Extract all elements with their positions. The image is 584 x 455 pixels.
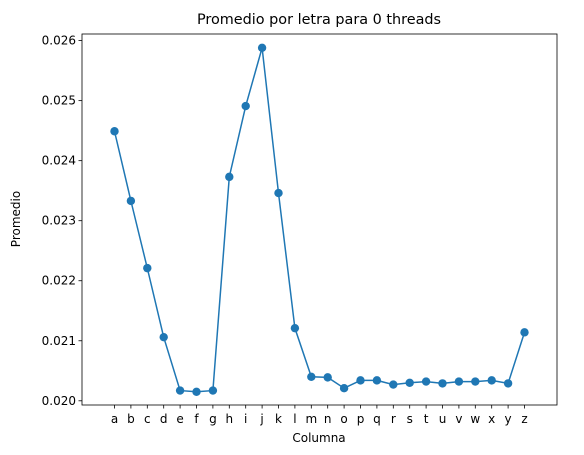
data-point-i	[241, 101, 250, 111]
data-point-n	[323, 373, 332, 382]
x-tick-label: y	[505, 412, 512, 426]
data-point-z	[520, 328, 529, 337]
y-tick-label: 0.026	[42, 34, 76, 48]
y-axis-label: Promedio	[9, 191, 23, 247]
x-tick-label: u	[439, 412, 447, 426]
x-tick-label: c	[144, 412, 151, 426]
x-tick-label: x	[488, 412, 495, 426]
x-tick-label: a	[111, 412, 118, 426]
x-tick-label: s	[407, 412, 413, 426]
x-tick-label: o	[340, 412, 347, 426]
data-point-t	[421, 377, 431, 386]
data-point-e	[175, 386, 185, 395]
data-point-p	[356, 376, 365, 385]
data-point-o	[339, 383, 349, 393]
x-tick-label: e	[176, 412, 183, 426]
data-point-b	[126, 196, 136, 206]
x-tick-label: h	[225, 412, 233, 426]
x-tick-label: r	[391, 412, 396, 426]
x-tick-label: z	[521, 412, 527, 426]
x-tick-label: g	[209, 412, 217, 426]
x-tick-label: v	[455, 412, 462, 426]
series-line	[113, 47, 526, 393]
data-point-h	[225, 172, 234, 182]
x-tick-label: k	[275, 412, 282, 426]
data-point-m	[307, 372, 316, 381]
data-point-a	[110, 127, 119, 136]
y-tick-label: 0.024	[42, 154, 76, 168]
data-point-y	[503, 379, 513, 388]
data-point-w	[471, 377, 480, 386]
x-tick-label: n	[324, 412, 332, 426]
x-tick-label: i	[244, 412, 247, 426]
data-point-v	[454, 377, 464, 386]
data-point-q	[372, 376, 382, 385]
data-point-x	[487, 376, 496, 385]
chart-title: Promedio por letra para 0 threads	[197, 12, 441, 28]
data-point-f	[192, 387, 201, 396]
data-point-u	[438, 379, 447, 388]
data-point-s	[405, 378, 414, 387]
data-point-c	[143, 263, 152, 273]
x-tick-label: f	[194, 412, 199, 426]
x-tick-label: l	[293, 412, 296, 426]
x-tick-label: j	[259, 412, 263, 426]
data-point-r	[389, 380, 398, 389]
data-point-j	[257, 43, 267, 53]
x-tick-label: t	[424, 412, 429, 426]
y-tick-label: 0.025	[42, 94, 76, 108]
data-point-g	[208, 386, 218, 395]
plot-area: 0.020 0.021 0.022 0.023 0.024 0.025 0.026 a b c d e…	[42, 33, 558, 426]
y-tick-label: 0.023	[42, 214, 76, 228]
data-point-d	[159, 332, 168, 342]
y-tick-label: 0.020	[42, 394, 76, 408]
x-tick-label: d	[160, 412, 168, 426]
x-tick-label: b	[127, 412, 135, 426]
x-tick-label: p	[357, 412, 365, 426]
plot-frame	[81, 33, 558, 406]
y-tick-label: 0.022	[42, 274, 76, 288]
x-tick-label: q	[373, 412, 381, 426]
x-tick-label: m	[305, 412, 317, 426]
data-point-k	[274, 188, 283, 198]
y-tick-label: 0.021	[42, 334, 76, 348]
data-point-l	[290, 323, 300, 333]
x-tick-label: w	[470, 412, 480, 426]
x-axis-label: Columna	[292, 431, 345, 445]
